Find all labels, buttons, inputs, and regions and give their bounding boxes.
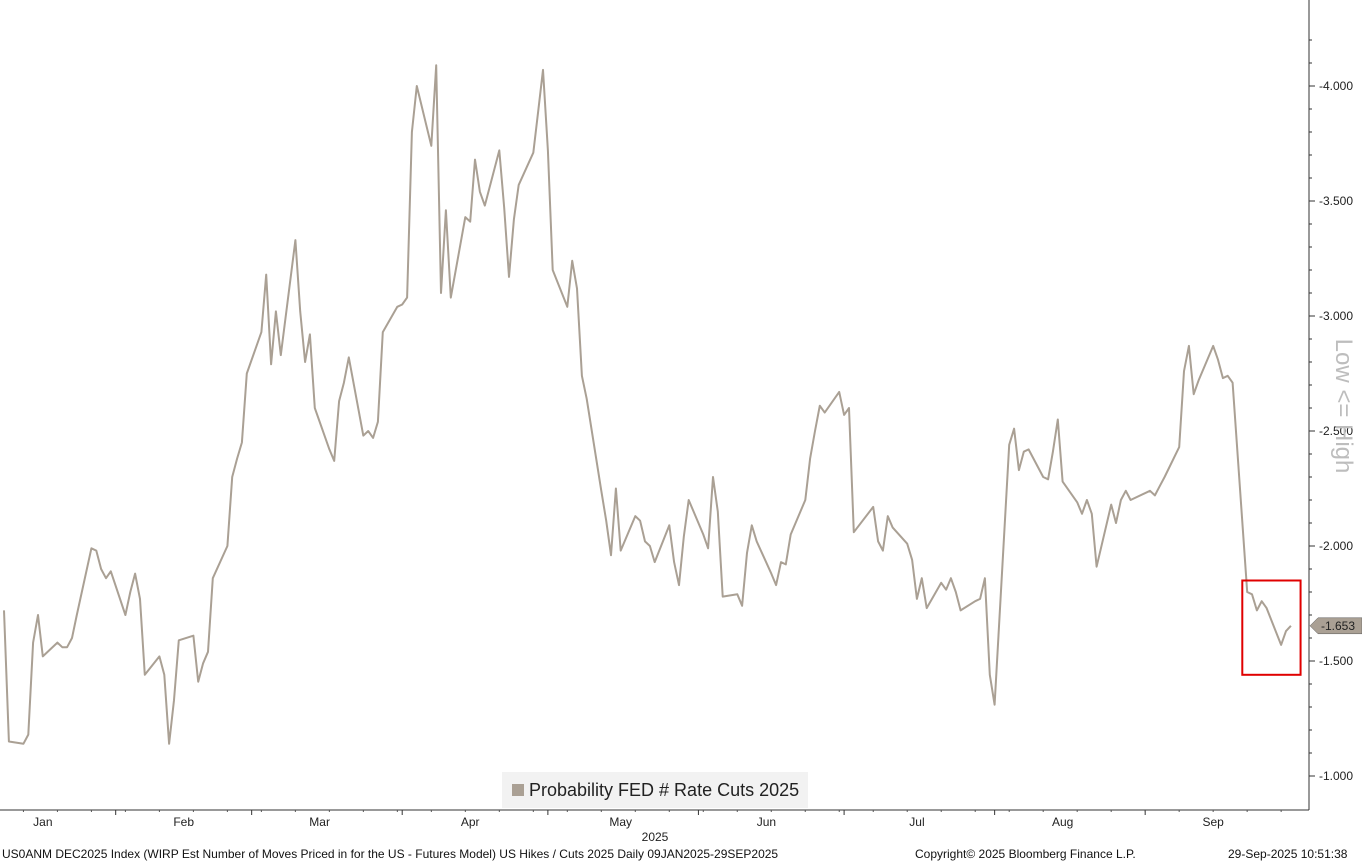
footer-description: US0ANM DEC2025 Index (WIRP Est Number of…	[2, 847, 779, 861]
y-tick-label: -1.000	[1319, 769, 1353, 783]
footer-copyright: Copyright© 2025 Bloomberg Finance L.P.	[915, 847, 1136, 861]
plot-area	[3, 64, 1302, 745]
x-axis: Jan Feb Mar Apr May Jun Jul Aug Sep 2025	[0, 809, 1309, 844]
y-tick-label: -3.000	[1319, 309, 1353, 323]
footer-timestamp: 29-Sep-2025 10:51:38	[1228, 847, 1348, 861]
y-axis-title: Low <= High	[1330, 339, 1357, 474]
y-tick-label: -2.500	[1319, 424, 1353, 438]
highlight-rectangle	[1241, 579, 1302, 676]
x-month-label: Aug	[1052, 815, 1073, 829]
x-axis-year-label: 2025	[642, 830, 669, 844]
x-month-label: May	[609, 815, 632, 829]
legend-swatch	[512, 784, 524, 796]
last-value-label: -1.653	[1321, 619, 1355, 633]
y-tick-label: -4.000	[1319, 79, 1353, 93]
legend-label: Probability FED # Rate Cuts 2025	[529, 779, 800, 800]
x-month-label: Jan	[33, 815, 52, 829]
legend: Probability FED # Rate Cuts 2025	[502, 772, 808, 808]
y-tick-label: -2.000	[1319, 539, 1353, 553]
x-month-label: Feb	[173, 815, 194, 829]
last-value-tag	[1309, 617, 1362, 635]
x-month-label: Jul	[909, 815, 924, 829]
x-month-label: Apr	[461, 815, 480, 829]
y-tick-label: -3.500	[1319, 194, 1353, 208]
x-month-label: Sep	[1202, 815, 1224, 829]
series-line	[3, 64, 1292, 745]
y-axis: -4.000 -3.500 -3.000 -2.500 -2.000 -1.500 -1.0…	[1308, 0, 1362, 810]
y-tick-label: -1.500	[1319, 654, 1353, 668]
x-month-label: Mar	[309, 815, 330, 829]
x-month-label: Jun	[757, 815, 776, 829]
